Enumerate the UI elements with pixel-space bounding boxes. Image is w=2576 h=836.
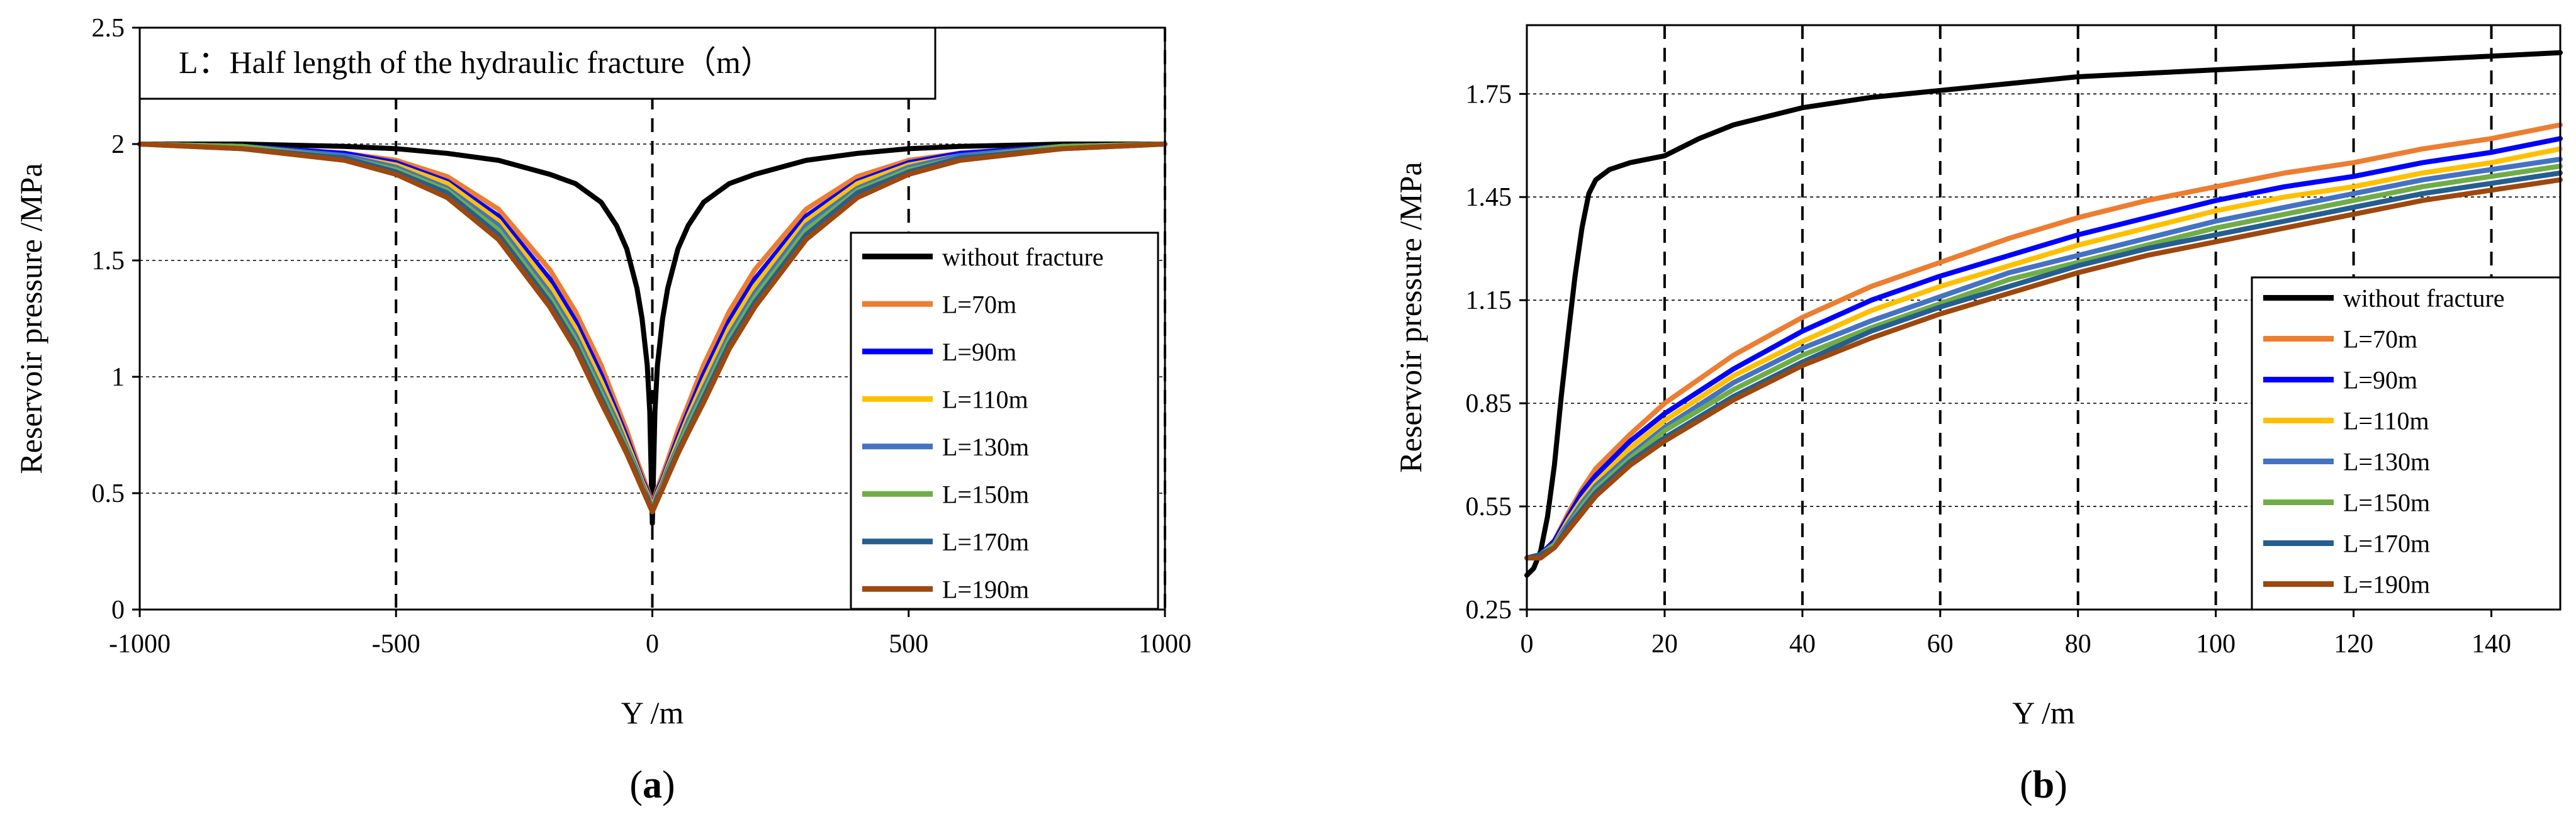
chart-a-ytick-label: 1 [111, 363, 125, 392]
chart-b-legend-label-4: L=130m [2343, 448, 2430, 476]
chart-a-x-axis-label: Y /m [621, 695, 684, 730]
chart-b-y-axis-label: Reservoir pressure /MPa [1393, 162, 1428, 472]
chart-a-xtick-label: 0 [646, 630, 659, 659]
chart-a-ytick-label: 0.5 [92, 479, 125, 508]
chart-b-legend-label-2: L=90m [2343, 366, 2417, 394]
chart-b: 0 20 40 60 80 100 120 140 0.25 0.55 0.85 1.15 1.45 1.… [1393, 24, 2563, 806]
chart-b-legend-box [2251, 276, 2562, 611]
chart-a-legend-label-6: L=170m [942, 528, 1029, 556]
chart-a-series-line-0 [137, 142, 1167, 527]
chart-b-ytick-label: 0.85 [1466, 389, 1512, 418]
chart-b-ytick-label: 0.55 [1466, 493, 1512, 521]
chart-b-xtick-label: 80 [2065, 630, 2091, 659]
chart-b-ytick-label: 1.15 [1466, 286, 1512, 315]
chart-b-series-line-7 [1524, 177, 2563, 560]
chart-a-xtick-label: 1000 [1139, 630, 1191, 659]
chart-b-legend-label-0: without fracture [2343, 284, 2505, 313]
chart-b-series-line-2 [1524, 136, 2563, 560]
chart-b-legend-label-1: L=70m [2343, 325, 2417, 354]
chart-b-legend-label-5: L=150m [2343, 489, 2430, 517]
chart-a-xtick-label: 500 [889, 630, 928, 659]
chart-a-legend-box [850, 231, 1159, 610]
chart-b-ytick-label: 0.25 [1466, 596, 1512, 625]
chart-b-xtick-label: 100 [2196, 630, 2236, 659]
chart-a-ytick-label: 2 [111, 130, 125, 159]
chart-a-ytick-label: 1.5 [92, 247, 125, 276]
chart-a-legend-label-7: L=190m [942, 575, 1029, 603]
chart-a-annotation-text: L：Half length of the hydraulic fracture（… [179, 45, 772, 80]
chart-b-xtick-label: 60 [1927, 630, 1954, 659]
chart-a-legend-label-5: L=150m [942, 480, 1029, 508]
chart-a-legend-label-1: L=70m [942, 290, 1016, 318]
chart-b-xtick-label: 120 [2334, 630, 2373, 659]
chart-a-ytick-label: 2.5 [92, 14, 125, 43]
chart-a-legend-label-2: L=90m [942, 338, 1016, 366]
chart-b-legend-label-6: L=170m [2343, 530, 2430, 558]
chart-a-legend-label-3: L=110m [942, 385, 1028, 413]
chart-b-xtick-label: 20 [1651, 630, 1678, 659]
chart-a-annotation-box [138, 26, 936, 100]
chart-a-series-line-7 [137, 142, 1167, 515]
chart-b-legend-label-3: L=110m [2343, 407, 2429, 435]
chart-b-ytick-label: 1.45 [1466, 183, 1512, 212]
chart-a-legend-label-0: without fracture [942, 243, 1104, 271]
chart-b-x-axis-label: Y /m [2012, 695, 2075, 730]
chart-a-xtick-label: -1000 [109, 630, 171, 659]
chart-b-panel-label: (b) [2020, 764, 2067, 806]
chart-a-legend-label-4: L=130m [942, 433, 1029, 461]
chart-b-xtick-label: 0 [1521, 630, 1534, 659]
chart-a-panel-label: (a) [629, 764, 675, 806]
chart-b-ytick-label: 1.75 [1466, 80, 1512, 109]
chart-b-legend-label-7: L=190m [2343, 571, 2430, 599]
chart-a-ytick-label: 0 [111, 596, 125, 625]
chart-a-xtick-label: -500 [372, 630, 420, 659]
chart-a-y-axis-label: Reservoir pressure /MPa [13, 163, 48, 474]
chart-b-series-line-0 [1524, 50, 2563, 578]
chart-a: -1000 -500 0 500 1000 0 0.5 1 1.5 2 2.5 Y /m Reservo… [13, 14, 1191, 806]
chart-b-xtick-label: 40 [1789, 630, 1816, 659]
chart-b-xtick-label: 140 [2472, 630, 2511, 659]
